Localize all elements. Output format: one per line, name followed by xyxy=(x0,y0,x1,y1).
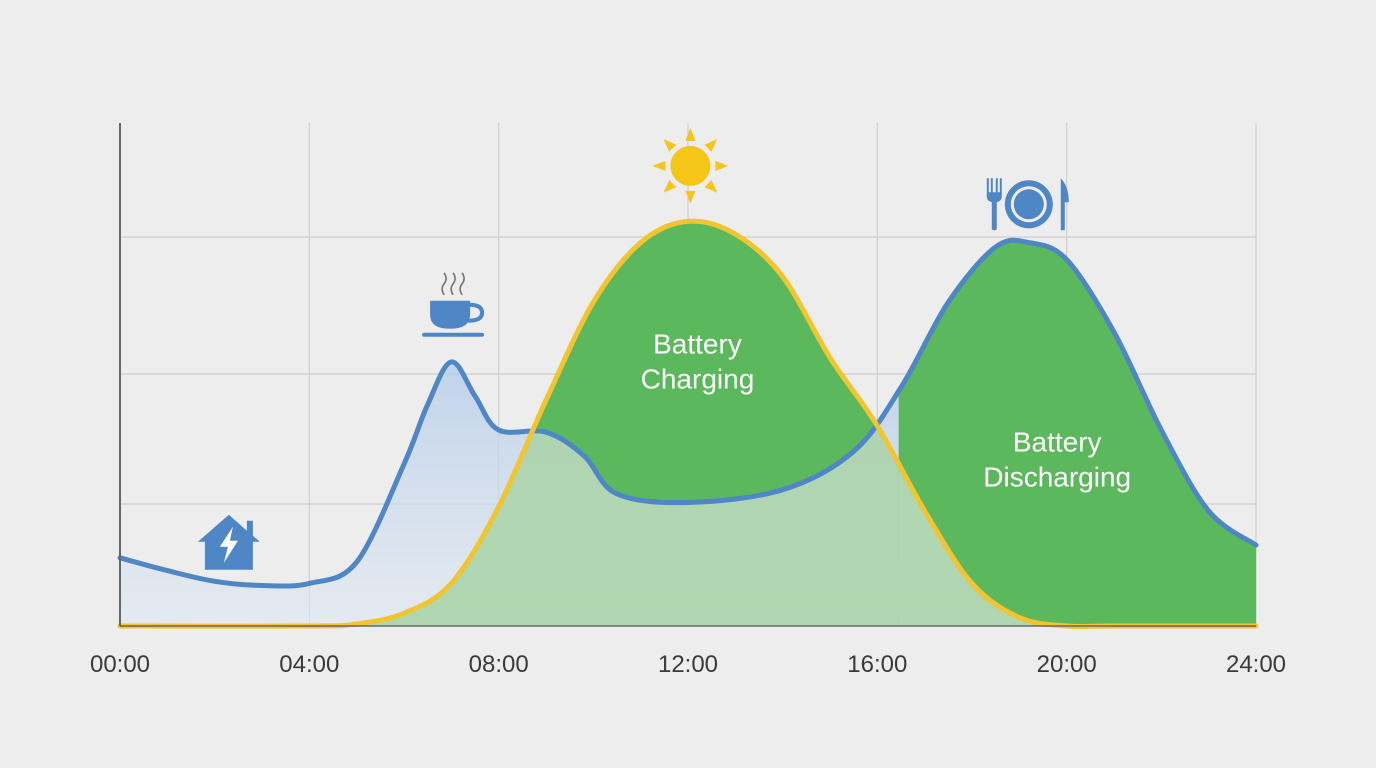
x-tick-label: 24:00 xyxy=(1226,651,1286,678)
battery-charging-label: Battery Charging xyxy=(641,328,755,394)
sun-icon xyxy=(652,127,729,204)
sun-ray xyxy=(704,139,718,152)
discharging-area-base xyxy=(898,240,1256,626)
sun-ray xyxy=(704,180,718,193)
area-fills xyxy=(120,221,1256,627)
icons xyxy=(197,127,1069,570)
fork-tines xyxy=(986,178,1002,203)
sun-ray xyxy=(663,180,677,193)
knife xyxy=(1060,178,1069,231)
series-lines xyxy=(117,218,1259,630)
region-label-line: Charging xyxy=(641,363,755,394)
region-label-line: Discharging xyxy=(983,461,1131,492)
sun-ray xyxy=(663,139,677,152)
x-tick-label: 04:00 xyxy=(279,651,339,678)
saucer xyxy=(422,332,485,337)
x-tick-label: 12:00 xyxy=(658,651,718,678)
annotations: Battery Charging Battery Discharging xyxy=(641,328,1131,492)
region-label-line: Battery xyxy=(1013,426,1102,457)
steam xyxy=(450,272,456,296)
x-tick-label: 20:00 xyxy=(1037,651,1097,678)
fork-plate-knife-icon xyxy=(986,178,1069,231)
x-tick-label: 00:00 xyxy=(90,651,150,678)
battery-discharging-label: Battery Discharging xyxy=(983,426,1131,492)
house-bolt-icon xyxy=(197,514,260,570)
steam xyxy=(459,272,465,296)
fork-handle xyxy=(991,200,997,231)
cup-handle xyxy=(468,302,485,323)
steam xyxy=(441,272,447,296)
bolt-shape xyxy=(219,526,238,563)
solar-line xyxy=(117,218,1259,630)
sun-disc xyxy=(670,145,711,186)
charging-area xyxy=(120,221,1256,627)
sun-ray xyxy=(652,160,666,171)
plate-inner xyxy=(1013,189,1044,220)
consumption-line xyxy=(117,237,1259,589)
sun-ray xyxy=(715,160,729,171)
x-tick-label: 16:00 xyxy=(847,651,907,678)
axes xyxy=(119,123,1256,627)
sun-ray xyxy=(685,190,696,204)
cup-body xyxy=(430,300,471,329)
sun-ray xyxy=(685,127,696,141)
region-label-line: Battery xyxy=(653,328,742,359)
evening-solar-overlap xyxy=(898,463,1256,626)
x-tick-labels: 00:00 04:00 08:00 12:00 16:00 20:00 24:00 xyxy=(90,651,1286,678)
x-tick-label: 08:00 xyxy=(469,651,529,678)
coffee-cup-icon xyxy=(422,272,485,337)
